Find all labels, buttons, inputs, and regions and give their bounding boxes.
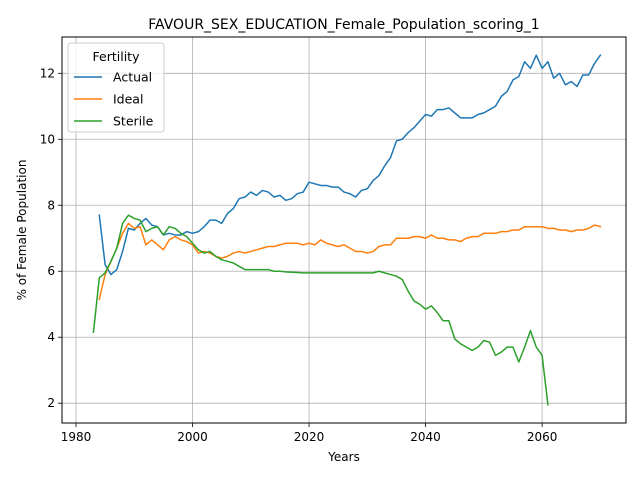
legend-label-actual: Actual <box>113 70 152 85</box>
x-axis: 1980 2000 2020 2040 2060 <box>61 423 558 444</box>
y-tick-label: 6 <box>47 264 55 278</box>
y-tick-label: 8 <box>47 198 55 212</box>
x-axis-title: Years <box>327 450 360 464</box>
x-tick-label: 2040 <box>410 430 441 444</box>
series-layer <box>92 54 602 406</box>
x-tick-label: 2060 <box>527 430 558 444</box>
plot-frame <box>61 36 627 424</box>
x-tick-label: 2020 <box>294 430 325 444</box>
legend: Fertility Actual Ideal Sterile <box>67 42 165 133</box>
y-tick-label: 4 <box>47 330 55 344</box>
y-tick-label: 2 <box>47 396 55 410</box>
y-axis-title: % of Female Population <box>15 160 29 301</box>
series-line-ideal <box>98 222 602 301</box>
legend-label-ideal: Ideal <box>113 92 143 107</box>
y-tick-label: 10 <box>40 132 55 146</box>
y-axis: 2 4 6 8 10 12 <box>40 66 62 410</box>
legend-title: Fertility <box>93 49 141 64</box>
legend-entries: Actual Ideal Sterile <box>74 70 154 129</box>
grid <box>62 37 626 423</box>
legend-box <box>67 42 165 133</box>
legend-label-sterile: Sterile <box>113 114 154 129</box>
y-tick-label: 12 <box>40 66 55 80</box>
x-tick-label: 1980 <box>61 430 92 444</box>
series-line-sterile <box>92 214 549 406</box>
x-tick-label: 2000 <box>177 430 208 444</box>
chart-title: FAVOUR_SEX_EDUCATION_Female_Population_s… <box>148 17 539 33</box>
